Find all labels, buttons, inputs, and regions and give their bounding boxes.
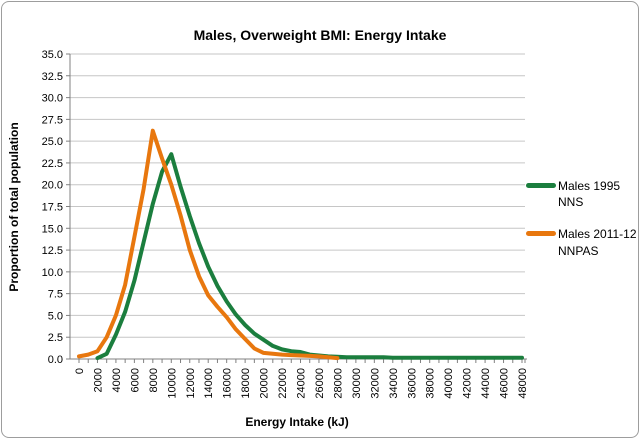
x-axis-tick-label: 36000 bbox=[406, 368, 418, 399]
x-axis-tick-label: 14000 bbox=[203, 368, 215, 399]
x-axis-tick-label: 18000 bbox=[240, 368, 252, 399]
chart-title: Males, Overweight BMI: Energy Intake bbox=[194, 27, 447, 43]
y-axis-tick-label: 27.5 bbox=[42, 114, 63, 126]
y-axis-tick-label: 20.0 bbox=[42, 180, 63, 192]
x-axis-tick-label: 4000 bbox=[111, 368, 123, 392]
x-axis-tick-label: 46000 bbox=[499, 368, 511, 399]
y-axis-title: Proportion of total population bbox=[7, 122, 21, 291]
legend: Males 1995 NNS Males 2011-12 NNPAS bbox=[526, 178, 638, 259]
grid-layer bbox=[66, 53, 527, 363]
x-axis-tick-label: 42000 bbox=[462, 368, 474, 399]
y-axis-tick-label: 30.0 bbox=[42, 93, 63, 105]
x-axis-title: Energy Intake (kJ) bbox=[245, 415, 348, 429]
y-axis-tick-label: 7.5 bbox=[48, 289, 63, 301]
x-axis-tick-label: 22000 bbox=[277, 368, 289, 399]
x-axis-tick-label: 32000 bbox=[369, 368, 381, 399]
y-axis-tick-label: 5.0 bbox=[48, 310, 63, 322]
legend-line-marker bbox=[526, 183, 556, 188]
x-axis-tick-label: 24000 bbox=[296, 368, 308, 399]
x-axis-tick-label: 8000 bbox=[148, 368, 160, 392]
series-layer bbox=[77, 128, 524, 361]
x-axis-tick-label: 10000 bbox=[166, 368, 178, 399]
legend-line-marker bbox=[526, 231, 556, 237]
y-axis-tick-label: 35.0 bbox=[42, 49, 63, 61]
x-axis-tick-label: 6000 bbox=[129, 368, 141, 392]
y-axis-tick-label: 22.5 bbox=[42, 158, 63, 170]
legend-item-label: Males 1995 NNS bbox=[558, 179, 621, 210]
x-axis-tick-label: 28000 bbox=[332, 368, 344, 399]
y-axis-tick-label: 32.5 bbox=[42, 71, 63, 83]
legend-item: Males 1995 NNS bbox=[526, 178, 638, 210]
x-axis-tick-label: 0 bbox=[74, 368, 86, 374]
y-axis-tick-label: 0.0 bbox=[48, 354, 63, 366]
legend-item: Males 2011-12 NNPAS bbox=[526, 226, 638, 258]
x-axis-tick-label: 30000 bbox=[351, 368, 363, 399]
x-axis-tick-label: 20000 bbox=[259, 368, 271, 399]
x-axis-tick-label: 44000 bbox=[480, 368, 492, 399]
y-axis-tick-label: 2.5 bbox=[48, 332, 63, 344]
tick-label-layer: 0.0 2.5 5.0 7.5 10.0 12.5 15.0 17.5 20.0 22.5 25.0… bbox=[42, 49, 529, 399]
x-axis-tick-label: 40000 bbox=[443, 368, 455, 399]
x-axis-tick-label: 38000 bbox=[425, 368, 437, 399]
x-axis-tick-label: 2000 bbox=[92, 368, 104, 392]
y-axis-tick-label: 12.5 bbox=[42, 245, 63, 257]
series-line-males-2011-12-nnpas bbox=[77, 128, 340, 361]
y-axis-tick-label: 15.0 bbox=[42, 223, 63, 235]
x-axis-tick-label: 26000 bbox=[314, 368, 326, 399]
y-axis-tick-label: 10.0 bbox=[42, 267, 63, 279]
x-axis-tick-label: 48000 bbox=[517, 368, 529, 399]
x-axis-tick-label: 12000 bbox=[185, 368, 197, 399]
y-axis-tick-label: 17.5 bbox=[42, 202, 63, 214]
x-axis-tick-label: 16000 bbox=[222, 368, 234, 399]
x-axis-tick-label: 34000 bbox=[388, 368, 400, 399]
y-axis-tick-label: 25.0 bbox=[42, 136, 63, 148]
legend-item-label: Males 2011-12 NNPAS bbox=[558, 227, 637, 258]
